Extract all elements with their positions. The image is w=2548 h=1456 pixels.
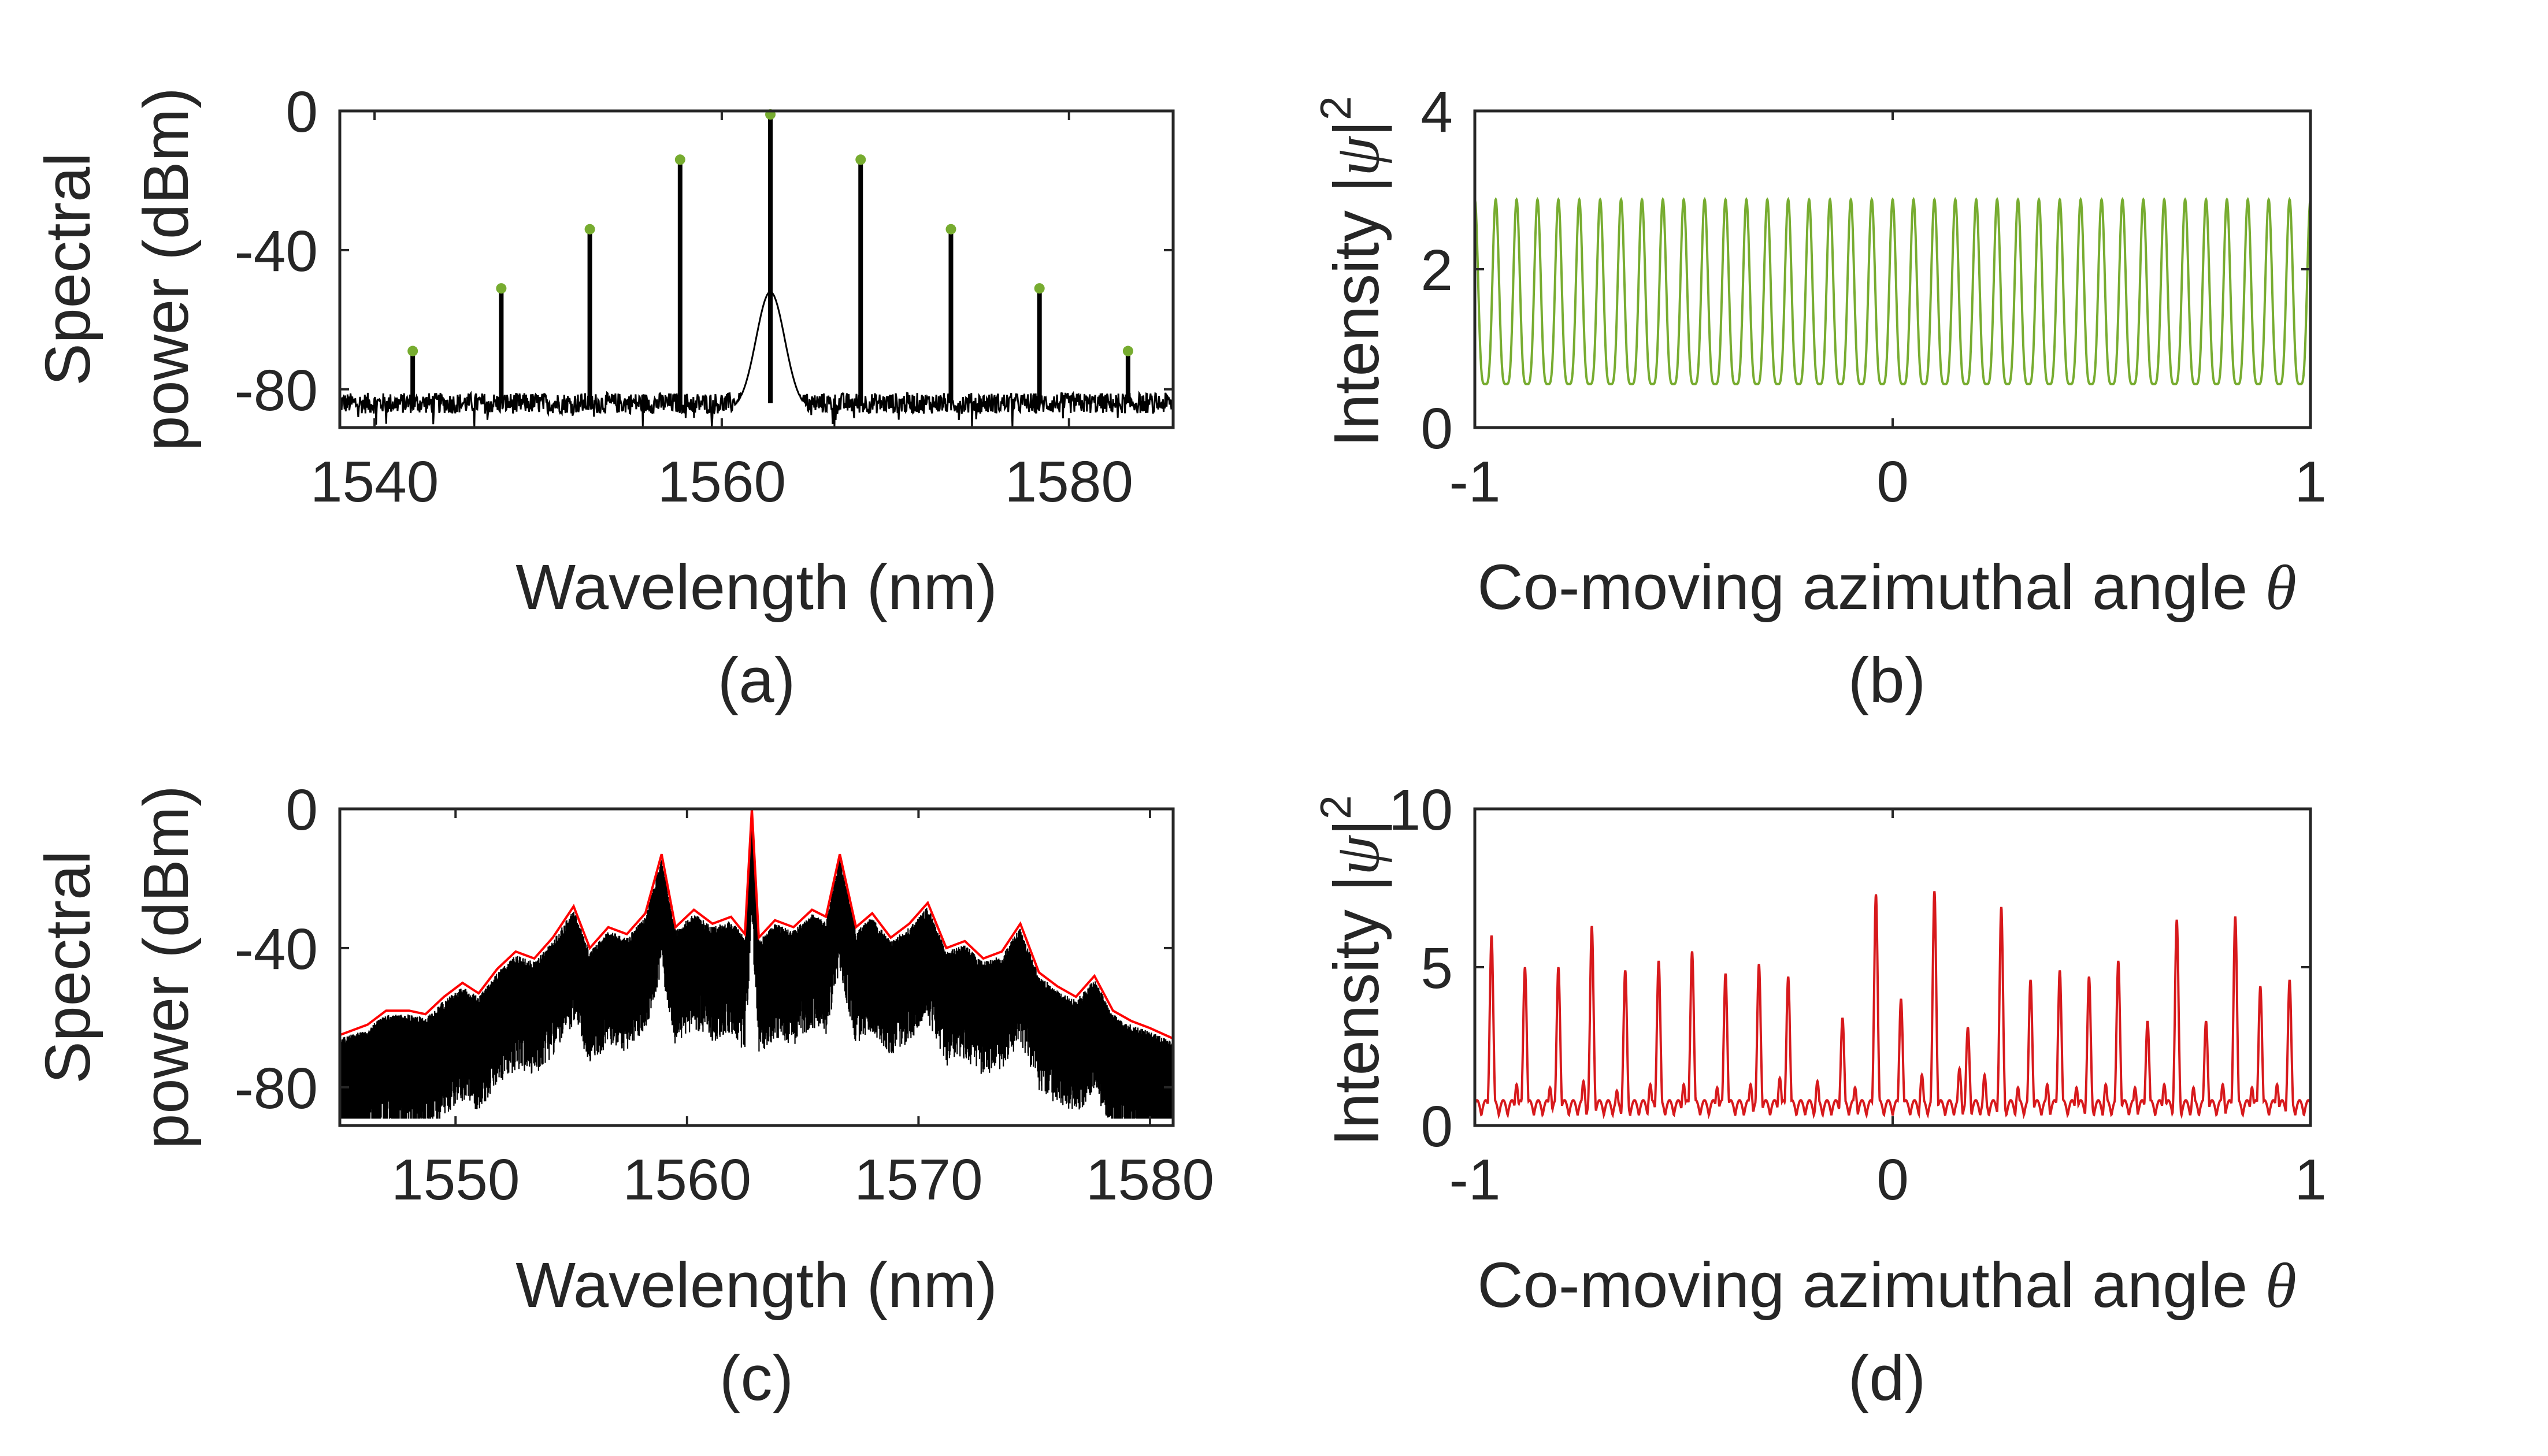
panel-a-label: (a) [718,645,795,716]
psi-squared-symbol: | [1321,176,1392,210]
panel-a-ylabel-line-1: Spectral [32,153,103,386]
panel-c-axes-box [338,807,1175,1127]
panel-c: 1550 1560 1570 1580 0 -40 -80 Spectral power (… [32,778,1214,1414]
y-tick-label: -40 [234,219,318,284]
panel-a-xlabel: Wavelength (nm) [515,552,997,623]
comb-marker [945,224,956,235]
comb-marker [496,283,507,294]
x-tick-label: 1570 [854,1147,982,1212]
x-tick-label: 1 [2294,1147,2327,1212]
panel-c-xlabel: Wavelength (nm) [515,1250,997,1321]
x-tick-label: 1540 [310,450,439,514]
comb-marker [584,224,595,235]
y-tick-label: 0 [1420,396,1453,461]
panel-c-ylabel-line-1: Spectral [32,850,103,1084]
x-tick-label: 0 [1876,1147,1909,1212]
intensity-trace [1474,891,2312,1120]
panel-c-label: (c) [719,1343,793,1414]
y-tick-label: -80 [234,1056,318,1121]
x-tick-label: -1 [1449,450,1501,514]
x-tick-label: 1560 [623,1147,751,1212]
y-tick-label: -80 [234,358,318,423]
y-tick-label: 0 [285,80,318,144]
panel-a-plot [339,109,1174,428]
panel-d-label: (d) [1848,1343,1926,1414]
x-tick-label: 1580 [1086,1147,1214,1212]
panel-a-ylabel-line-2: power (dBm) [131,87,202,451]
panel-d-plot [1474,891,2312,1120]
envelope-trace [339,808,1174,1040]
y-tick-label: -40 [234,917,318,982]
panel-b-label: (b) [1848,645,1926,716]
y-tick-label: 2 [1420,238,1453,303]
comb-marker [1122,346,1133,356]
x-tick-label: 1560 [658,450,786,514]
y-tick-label: 4 [1420,80,1453,144]
comb-marker [674,154,685,165]
y-tick-label: 5 [1420,936,1453,1001]
panel-a: 1540 1560 1580 0 -40 -80 Spectral power (dBm)… [32,80,1175,716]
panel-d-xlabel: Co-moving azimuthal angle θ [1477,1250,2297,1321]
panel-c-ticks: 1550 1560 1570 1580 0 -40 -80 [234,778,1214,1212]
dense-spectrum-trace [339,824,1174,1119]
comb-marker [407,346,418,356]
x-tick-label: -1 [1449,1147,1501,1212]
panel-a-axes-box [338,109,1175,429]
panel-a-ticks: 1540 1560 1580 0 -40 -80 [234,80,1173,514]
panel-c-plot [339,808,1174,1119]
y-tick-label: 0 [285,778,318,842]
spectrum-trace [339,291,1174,428]
x-tick-label: 1550 [391,1147,520,1212]
panel-b-ylabel: Intensity |ψ|2 [1311,96,1392,447]
y-tick-label: 10 [1389,778,1453,842]
x-tick-label: 1 [2294,450,2327,514]
panel-b-xlabel: Co-moving azimuthal angle θ [1477,552,2297,623]
panel-b-plot [1474,196,2312,385]
panel-c-ylabel-line-2: power (dBm) [131,785,202,1149]
comb-marker [1034,283,1045,294]
intensity-trace [1474,196,2312,385]
x-tick-label: 0 [1876,450,1909,514]
panel-b-axes-box [1473,109,2312,429]
x-tick-label: 1580 [1005,450,1133,514]
comb-marker [855,154,866,165]
panel-d-ylabel: Intensity |ψ|2 [1311,795,1392,1146]
panel-d-axes-box [1473,807,2312,1127]
y-tick-label: 0 [1420,1094,1453,1159]
